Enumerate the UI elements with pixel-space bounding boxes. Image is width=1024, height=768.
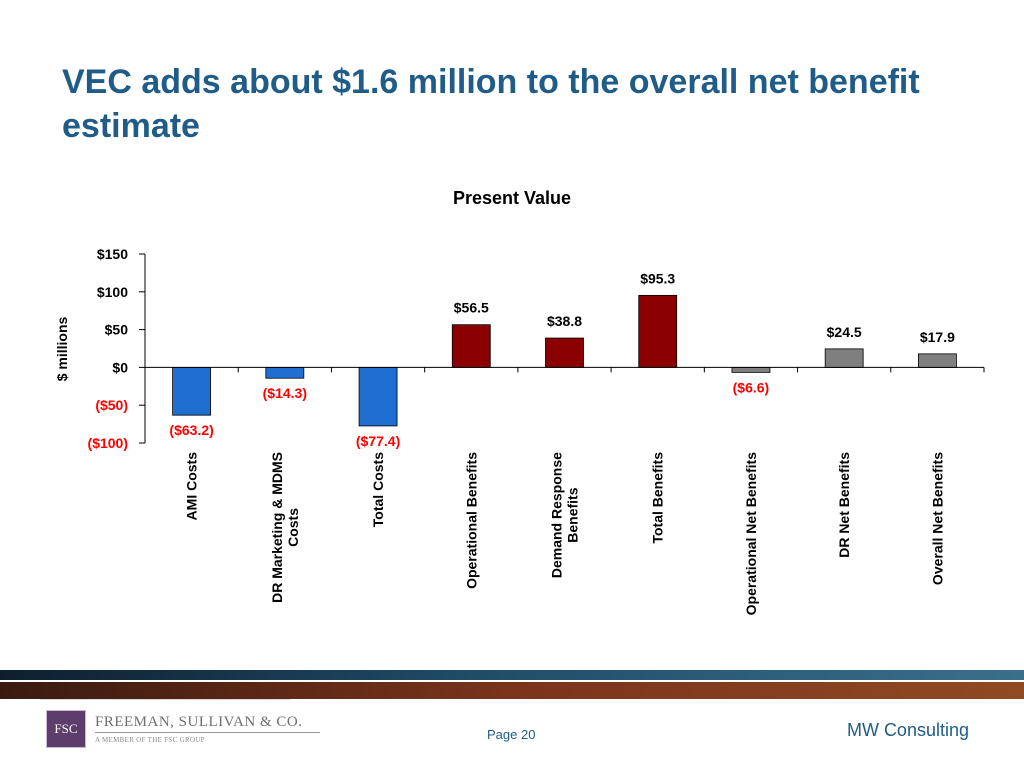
x-tick-label-line: Total Costs xyxy=(370,452,386,527)
x-tick-label-line: Costs xyxy=(285,508,301,547)
x-tick-label: Total Benefits xyxy=(650,452,666,544)
y-tick-label: $50 xyxy=(105,322,129,338)
x-tick-label: DR Net Benefits xyxy=(836,452,852,558)
data-label: $95.3 xyxy=(640,270,675,286)
x-tick-label: AMI Costs xyxy=(184,452,200,521)
data-label: $56.5 xyxy=(454,300,489,316)
y-tick-label: ($100) xyxy=(88,435,128,451)
y-tick-label: $150 xyxy=(97,246,128,262)
bar xyxy=(265,366,305,379)
x-tick-label-line: AMI Costs xyxy=(184,452,200,521)
bar xyxy=(358,366,398,427)
chart-title: Present Value xyxy=(452,188,572,208)
x-tick-label: Total Costs xyxy=(370,452,386,527)
x-tick-label-line: DR Net Benefits xyxy=(836,452,852,558)
x-tick-label: Operational Benefits xyxy=(463,452,479,589)
data-label: $38.8 xyxy=(547,313,582,329)
data-label: ($14.3) xyxy=(263,385,307,401)
data-label: ($6.6) xyxy=(733,379,770,395)
data-label: ($77.4) xyxy=(356,433,400,449)
data-label: ($63.2) xyxy=(169,422,213,438)
x-tick-label: Demand Response Benefits xyxy=(549,452,581,578)
x-tick-label-line: Operational Benefits xyxy=(463,452,479,589)
y-tick-label: $100 xyxy=(97,284,128,300)
footer-divider xyxy=(40,699,290,700)
x-tick-label-line: DR Marketing & MDMS xyxy=(269,452,285,603)
x-tick-label-line: Overall Net Benefits xyxy=(929,452,945,585)
bar-chart: $150 $100 $50 $0 ($50) ($100) $ millions ($63.2… xyxy=(54,246,985,616)
bar xyxy=(451,324,491,368)
x-tick-label-line: Demand Response xyxy=(549,452,565,578)
x-tick-label: DR Marketing & MDMS Costs xyxy=(269,452,301,603)
logo-mark: FSC xyxy=(46,710,86,748)
logo-name: FREEMAN, SULLIVAN & CO. xyxy=(95,714,303,730)
data-label: $24.5 xyxy=(827,324,862,340)
x-tick-label-line: Operational Net Benefits xyxy=(743,452,759,616)
x-tick-label-line: Benefits xyxy=(565,487,581,542)
logo-tagline: A MEMBER OF THE FSC GROUP xyxy=(95,736,205,744)
footer-band-brown xyxy=(0,682,1024,699)
bar xyxy=(172,366,212,416)
company-name: MW Consulting xyxy=(846,720,969,740)
data-label: $17.9 xyxy=(920,329,955,345)
x-tick-label: Operational Net Benefits xyxy=(743,452,759,616)
bar xyxy=(545,337,584,368)
bar xyxy=(824,348,864,368)
y-tick-label: $0 xyxy=(112,359,128,375)
bar xyxy=(917,353,957,368)
footer-band-blue xyxy=(0,670,1024,680)
slide-title: VEC adds about $1.6 million to the overa… xyxy=(62,63,920,145)
bar xyxy=(731,366,771,373)
logo-rule xyxy=(95,732,320,733)
page-number: Page 20 xyxy=(487,727,536,742)
y-tick-label: ($50) xyxy=(95,397,128,413)
x-tick-label-line: Total Benefits xyxy=(650,452,666,544)
bar xyxy=(638,294,678,368)
x-tick-label: Overall Net Benefits xyxy=(929,452,945,585)
y-axis-title: $ millions xyxy=(54,317,70,382)
